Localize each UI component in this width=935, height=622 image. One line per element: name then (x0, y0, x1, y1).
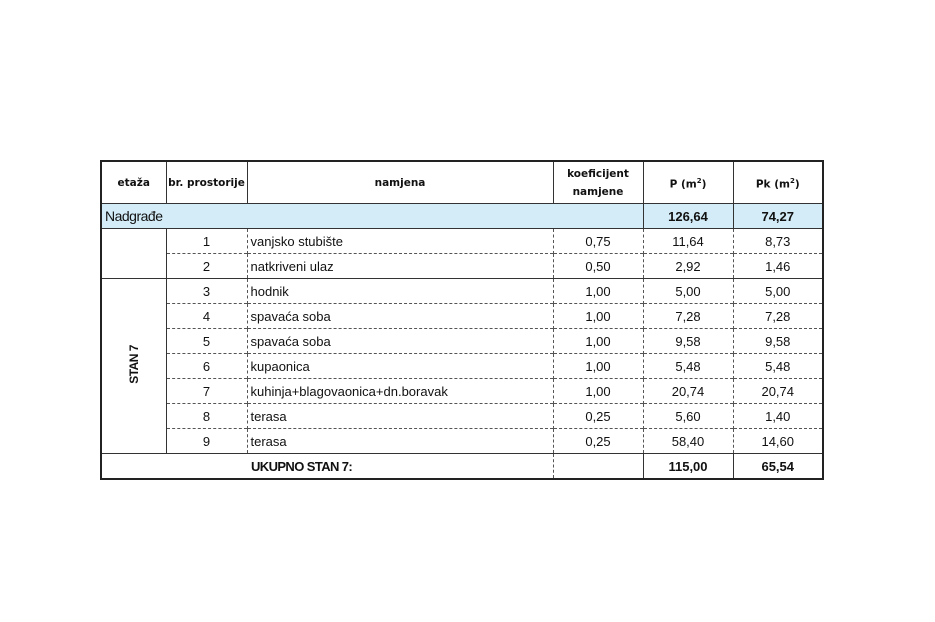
nadgradje-pk: 74,27 (732, 203, 823, 229)
namjena-cell: spavaća soba (246, 328, 553, 354)
table-row: 5 spavaća soba 1,00 9,58 9,58 (101, 328, 823, 354)
pk-cell: 9,58 (732, 328, 823, 354)
p-cell: 58,40 (642, 428, 733, 454)
namjena-cell: natkriveni ulaz (246, 253, 553, 279)
pk-cell: 14,60 (732, 428, 823, 454)
unit-sup: 2 (789, 176, 795, 185)
header-br: br. prostorije (165, 160, 248, 204)
header-etaza: etaža (100, 160, 167, 204)
namjena-cell: terasa (246, 403, 553, 429)
group-label: STAN 7 (126, 345, 141, 384)
total-row: UKUPNO STAN 7: 115,00 65,54 (101, 453, 823, 479)
koef-cell: 1,00 (552, 278, 643, 304)
pk-cell: 20,74 (732, 378, 823, 404)
header-pk-label: Pk (m (755, 178, 790, 191)
etaza-cell: STAN 7 (101, 278, 166, 454)
total-pk: 65,54 (732, 453, 823, 479)
p-cell: 5,48 (642, 353, 733, 379)
nadgradje-p: 126,64 (642, 203, 733, 229)
table-row: 8 terasa 0,25 5,60 1,40 (101, 403, 823, 429)
header-namjena: namjena (246, 160, 554, 204)
header-pk: Pk (m2) (732, 160, 824, 204)
pk-cell: 7,28 (732, 303, 823, 329)
header-p-label: P (m (669, 178, 697, 191)
pk-cell: 8,73 (732, 228, 823, 254)
br-cell: 2 (165, 253, 247, 279)
unit-sup: 2 (696, 176, 702, 185)
pk-cell: 1,46 (732, 253, 823, 279)
namjena-cell: vanjsko stubište (246, 228, 553, 254)
koef-cell: 1,00 (552, 353, 643, 379)
p-cell: 20,74 (642, 378, 733, 404)
total-label: UKUPNO STAN 7: (101, 453, 553, 479)
header-row: etaža br. prostorije namjena koeficijent… (100, 160, 824, 204)
koef-cell: 0,25 (552, 428, 643, 454)
namjena-cell: terasa (246, 428, 553, 454)
br-cell: 5 (165, 328, 247, 354)
pk-cell: 5,00 (732, 278, 823, 304)
koef-cell: 1,00 (552, 303, 643, 329)
header-p: P (m2) (642, 160, 734, 204)
koef-cell: 0,75 (552, 228, 643, 254)
unit-close: ) (701, 178, 707, 191)
koef-cell: 1,00 (552, 378, 643, 404)
koef-cell: 0,25 (552, 403, 643, 429)
namjena-cell: kuhinja+blagovaonica+dn.boravak (246, 378, 553, 404)
br-cell: 3 (165, 278, 247, 304)
br-cell: 6 (165, 353, 247, 379)
namjena-cell: kupaonica (246, 353, 553, 379)
br-cell: 4 (165, 303, 247, 329)
koef-cell: 1,00 (552, 328, 643, 354)
koef-cell: 0,50 (552, 253, 643, 279)
table-row: 6 kupaonica 1,00 5,48 5,48 (101, 353, 823, 379)
pk-cell: 5,48 (732, 353, 823, 379)
area-table: etaža br. prostorije namjena koeficijent… (100, 160, 824, 480)
table-row: 2 natkriveni ulaz 0,50 2,92 1,46 (101, 253, 823, 279)
p-cell: 2,92 (642, 253, 733, 279)
nadgradje-row: Nadgrađe 126,64 74,27 (101, 203, 823, 229)
namjena-cell: hodnik (246, 278, 553, 304)
br-cell: 1 (165, 228, 247, 254)
total-koef-empty (552, 453, 643, 479)
table-row: STAN 7 3 hodnik 1,00 5,00 5,00 (101, 278, 823, 454)
p-cell: 5,60 (642, 403, 733, 429)
table-row: 4 spavaća soba 1,00 7,28 7,28 (101, 303, 823, 329)
unit-close: ) (794, 178, 800, 191)
p-cell: 11,64 (642, 228, 733, 254)
nadgradje-label: Nadgrađe (101, 203, 643, 229)
pk-cell: 1,40 (732, 403, 823, 429)
etaza-cell-empty (101, 229, 166, 279)
p-cell: 5,00 (642, 278, 733, 304)
table-row: 9 terasa 0,25 58,40 14,60 (101, 428, 823, 454)
p-cell: 7,28 (642, 303, 733, 329)
br-cell: 9 (165, 428, 247, 454)
p-cell: 9,58 (642, 328, 733, 354)
total-p: 115,00 (642, 453, 733, 479)
table-row: 7 kuhinja+blagovaonica+dn.boravak 1,00 20,7… (101, 378, 823, 404)
br-cell: 7 (165, 378, 247, 404)
namjena-cell: spavaća soba (246, 303, 553, 329)
br-cell: 8 (165, 403, 247, 429)
header-koef: koeficijent namjene (552, 160, 644, 204)
table-row: 1 vanjsko stubište 0,75 11,64 8,73 (101, 228, 823, 254)
